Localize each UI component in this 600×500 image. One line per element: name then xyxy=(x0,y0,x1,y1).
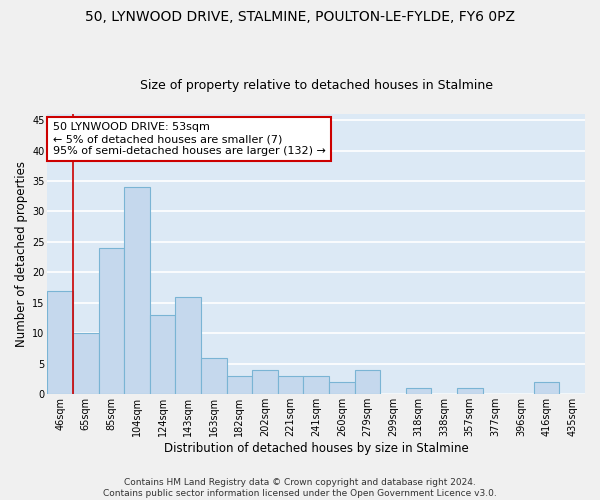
Bar xyxy=(227,376,252,394)
Y-axis label: Number of detached properties: Number of detached properties xyxy=(15,161,28,347)
Text: 50 LYNWOOD DRIVE: 53sqm
← 5% of detached houses are smaller (7)
95% of semi-deta: 50 LYNWOOD DRIVE: 53sqm ← 5% of detached… xyxy=(53,122,326,156)
Bar xyxy=(534,382,559,394)
Bar xyxy=(278,376,304,394)
Bar xyxy=(329,382,355,394)
Bar xyxy=(201,358,227,395)
Bar xyxy=(98,248,124,394)
X-axis label: Distribution of detached houses by size in Stalmine: Distribution of detached houses by size … xyxy=(164,442,469,455)
Bar xyxy=(457,388,482,394)
Text: 50, LYNWOOD DRIVE, STALMINE, POULTON-LE-FYLDE, FY6 0PZ: 50, LYNWOOD DRIVE, STALMINE, POULTON-LE-… xyxy=(85,10,515,24)
Bar xyxy=(304,376,329,394)
Text: Contains HM Land Registry data © Crown copyright and database right 2024.
Contai: Contains HM Land Registry data © Crown c… xyxy=(103,478,497,498)
Bar xyxy=(175,297,201,394)
Bar xyxy=(406,388,431,394)
Title: Size of property relative to detached houses in Stalmine: Size of property relative to detached ho… xyxy=(140,79,493,92)
Bar xyxy=(355,370,380,394)
Bar xyxy=(150,315,175,394)
Bar xyxy=(252,370,278,394)
Bar xyxy=(73,334,98,394)
Bar xyxy=(124,187,150,394)
Bar xyxy=(47,290,73,395)
